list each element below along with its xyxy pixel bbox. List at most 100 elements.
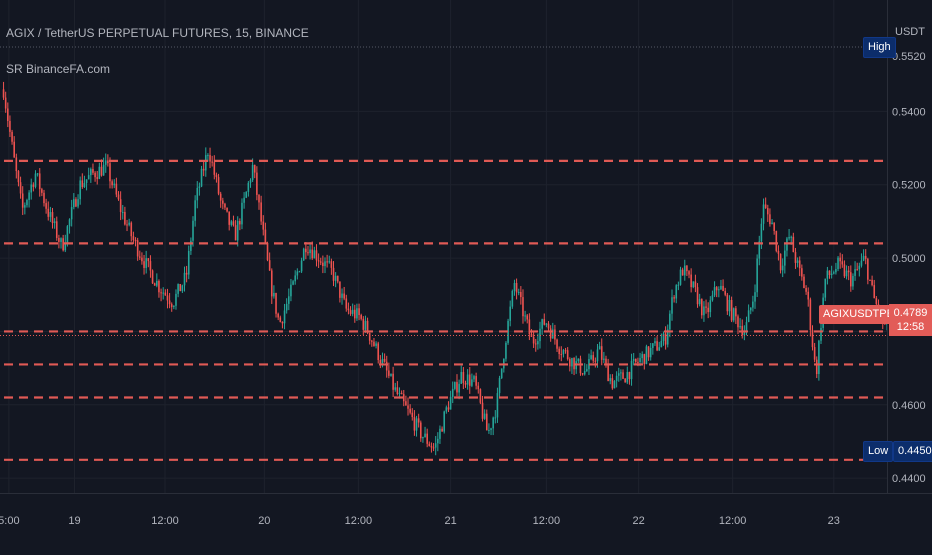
candle-body [156,280,158,286]
candle-body [51,212,54,224]
candle-body [187,250,190,275]
candle-body [728,299,731,312]
current-price: 0.4789 [893,307,928,319]
candle-body [703,306,705,316]
candle-body [200,168,203,187]
candle-body [234,225,237,241]
candle-body [358,308,360,316]
candle-body [9,120,11,132]
candle-body [379,359,382,364]
candle-body [28,192,30,200]
candle-body [603,358,605,360]
candle-body [622,372,624,379]
candle-body [737,316,739,328]
candle-body [336,275,339,282]
y-tick-label: 0.5400 [892,106,926,118]
candle-body [151,270,154,284]
indicator-label[interactable]: SR BinanceFA.com [6,62,111,76]
candle-body [796,260,799,263]
candle-body [132,236,135,241]
candle-body [475,376,477,386]
candle-body [830,273,833,276]
candle-body [21,193,24,208]
candle-body [437,438,439,444]
candle-body [754,292,756,302]
candle-body [296,271,299,276]
candle-body [124,212,126,225]
candle-body [462,372,465,383]
candle-body [428,443,431,446]
candle-body [402,394,405,402]
candle-body [47,208,50,217]
candle-body [660,340,663,348]
candle-body [341,293,343,298]
candle-body [236,221,239,241]
candle-body [492,417,494,429]
candle-body [443,411,446,432]
candle-body [688,271,690,275]
candle-body [875,298,878,305]
candle-body [400,392,403,395]
candle-body [90,169,92,176]
candle-body [332,267,335,281]
candle-body [373,341,375,346]
candle-body [566,350,569,360]
candle-body [543,319,546,325]
candle-body [826,270,829,279]
candle-body [43,192,45,204]
candle-body [526,315,529,320]
candle-body [275,292,277,314]
candle-body [843,264,846,277]
candle-body [121,212,124,214]
candle-body [611,378,614,389]
candle-body [641,354,643,359]
candle-body [258,194,260,203]
candle-body [426,433,428,444]
candle-body [732,308,735,321]
candle-body [160,292,162,294]
symbol-title[interactable]: AGIX / TetherUS PERPETUAL FUTURES, 15, B… [6,26,309,40]
candle-body [828,270,831,276]
candle-body [111,181,113,186]
candle-body [68,219,71,227]
candle-body [839,257,841,262]
candle-body [662,333,665,341]
candle-body [615,375,618,381]
candle-body [749,307,752,311]
candle-body [94,172,96,178]
candle-body [766,208,769,215]
candle-body [422,437,424,439]
candle-body [381,358,384,364]
candle-body [34,173,37,187]
candle-body [366,320,369,334]
candle-body [183,272,186,286]
candle-body [832,272,835,274]
candle-body [818,340,820,375]
candle-body [72,199,75,208]
candle-body [590,355,592,360]
candle-body [505,342,507,359]
time-axis[interactable]: 5:00 19 12:00 20 12:00 21 12:00 22 12:00 23 [0,515,840,527]
candle-body [281,321,284,324]
candle-body [7,108,9,121]
candle-body [77,199,79,207]
candle-body [185,272,188,275]
candle-body [692,281,695,288]
candle-body [490,428,492,430]
candle-body [215,174,218,178]
candle-body [669,313,671,330]
candle-body [247,182,250,192]
candle-body [364,320,367,330]
candle-body [409,408,411,413]
candle-body [392,373,394,390]
candle-body [307,252,309,254]
candle-body [32,184,35,187]
candle-body [647,346,650,358]
candle-body [292,281,294,285]
candle-body [649,347,652,358]
candle-body [513,282,516,291]
candle-body [613,380,616,389]
candle-body [681,269,684,276]
